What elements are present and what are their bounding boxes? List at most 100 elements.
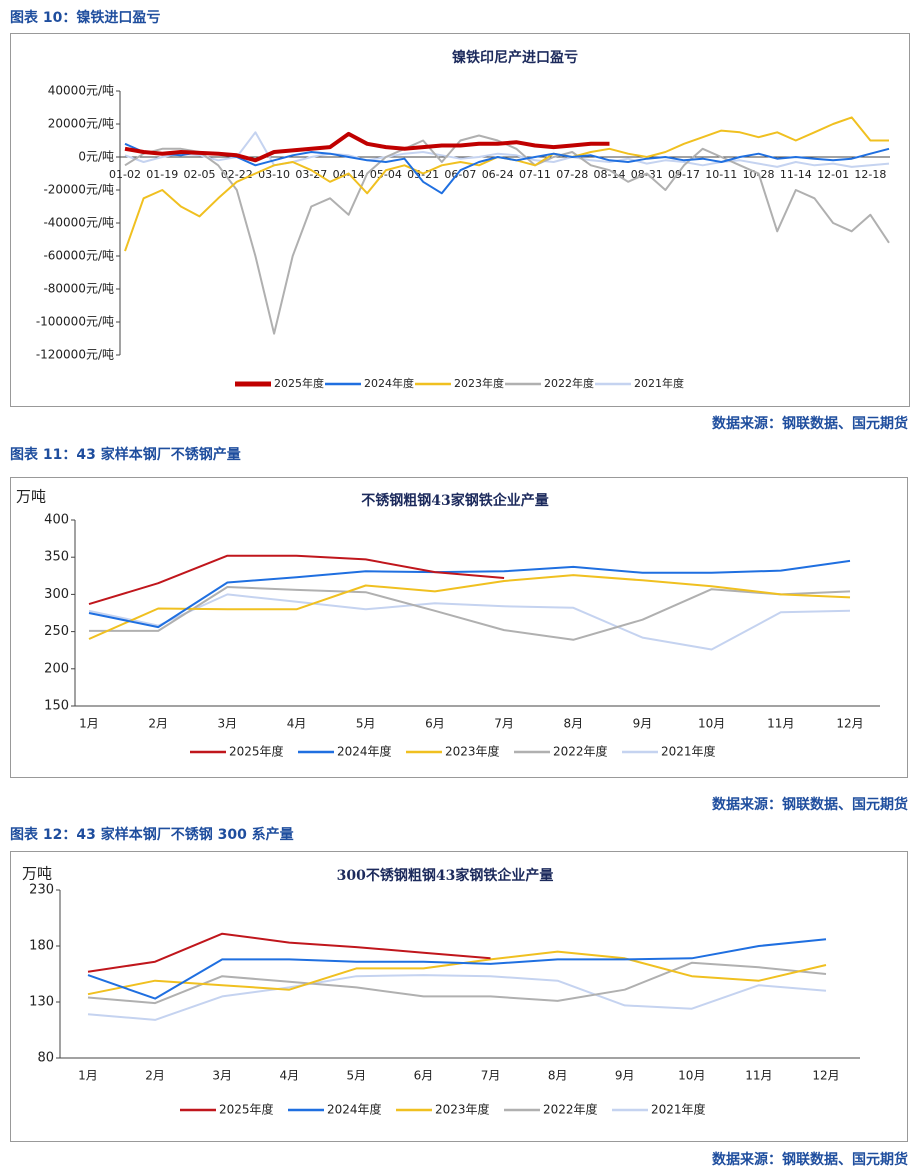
y-tick-label: 20000元/吨 — [48, 117, 114, 131]
data-line — [87, 932, 491, 973]
x-tick-label: 7月 — [494, 717, 514, 731]
x-tick-label: 6月 — [425, 717, 445, 731]
legend-label: 2024年度 — [364, 376, 414, 390]
y-tick-label: 180 — [29, 939, 54, 954]
y-tick-label: 80 — [37, 1051, 54, 1066]
data-line — [87, 974, 827, 1021]
x-tick-label: 6月 — [414, 1069, 434, 1083]
data-line — [124, 142, 890, 195]
x-tick-label: 9月 — [615, 1069, 635, 1083]
x-tick-label: 2月 — [145, 1069, 165, 1083]
data-line — [89, 586, 851, 641]
y-tick-label: 350 — [44, 550, 69, 565]
source: 数据来源：钢联数据、国元期货 — [712, 1151, 908, 1168]
x-tick-label: 12-01 — [817, 168, 849, 181]
legend-label: 2025年度 — [229, 744, 284, 759]
data-line — [88, 554, 505, 606]
x-tick-label: 02-05 — [184, 168, 216, 181]
x-tick-label: 9月 — [633, 717, 653, 731]
x-tick-label: 8月 — [563, 717, 583, 731]
x-tick-label: 06-24 — [482, 168, 514, 181]
legend-label: 2022年度 — [544, 376, 594, 390]
y-tick-label: -120000元/吨 — [36, 348, 114, 362]
legend-label: 2022年度 — [543, 1102, 598, 1117]
legend-label: 2024年度 — [337, 744, 392, 759]
y-tick-label: 150 — [44, 699, 69, 714]
y-tick-label: -100000元/吨 — [36, 315, 114, 329]
x-tick-label: 09-17 — [668, 168, 700, 181]
x-tick-label: 05-04 — [370, 168, 402, 181]
x-tick-label: 07-28 — [556, 168, 588, 181]
data-line — [88, 559, 851, 629]
x-tick-label: 01-02 — [109, 168, 141, 181]
x-tick-label: 3月 — [218, 717, 238, 731]
x-tick-label: 4月 — [279, 1069, 299, 1083]
x-tick-label: 11-14 — [780, 168, 812, 181]
y-tick-label: 40000元/吨 — [48, 84, 114, 98]
legend-label: 2023年度 — [435, 1102, 490, 1117]
data-line — [88, 593, 851, 651]
data-line — [124, 116, 889, 252]
legend-label: 2025年度 — [219, 1102, 274, 1117]
legend-label: 2024年度 — [327, 1102, 382, 1117]
caption: 图表 10：镍铁进口盈亏 — [10, 9, 160, 26]
y-tick-label: 250 — [44, 624, 69, 639]
y-tick-label: -60000元/吨 — [43, 249, 114, 263]
legend-label: 2022年度 — [553, 744, 608, 759]
y-tick-label: -20000元/吨 — [43, 183, 114, 197]
legend-label: 2021年度 — [651, 1102, 706, 1117]
x-tick-label: 5月 — [347, 1069, 367, 1083]
x-tick-label: 2月 — [148, 717, 168, 731]
x-tick-label: 12月 — [812, 1069, 839, 1083]
x-tick-label: 10月 — [698, 717, 725, 731]
x-tick-label: 3月 — [212, 1069, 232, 1083]
data-line — [87, 961, 827, 1005]
x-tick-label: 4月 — [287, 717, 307, 731]
y-tick-label: 300 — [44, 587, 69, 602]
chart-title: 镍铁印尼产进口盈亏 — [452, 49, 578, 66]
caption: 图表 11：43 家样本钢厂不锈钢产量 — [10, 446, 241, 463]
y-tick-label: 0元/吨 — [78, 150, 114, 164]
y-tick-label: -40000元/吨 — [43, 216, 114, 230]
x-tick-label: 06-07 — [444, 168, 476, 181]
x-tick-label: 7月 — [481, 1069, 501, 1083]
x-tick-label: 07-11 — [519, 168, 551, 181]
x-tick-label: 12-18 — [854, 168, 886, 181]
x-tick-label: 5月 — [356, 717, 376, 731]
chart-frame — [10, 33, 910, 407]
legend-label: 2021年度 — [661, 744, 716, 759]
data-line — [88, 574, 851, 640]
x-tick-label: 1月 — [79, 717, 99, 731]
data-line — [87, 938, 827, 1000]
data-line — [124, 131, 610, 163]
source: 数据来源：钢联数据、国元期货 — [712, 796, 908, 813]
x-tick-label: 11月 — [745, 1069, 772, 1083]
y-tick-label: 230 — [29, 883, 54, 898]
x-tick-label: 8月 — [548, 1069, 568, 1083]
x-tick-label: 10月 — [678, 1069, 705, 1083]
x-tick-label: 11月 — [767, 717, 794, 731]
x-tick-label: 10-11 — [705, 168, 737, 181]
caption: 图表 12：43 家样本钢厂不锈钢 300 系产量 — [10, 826, 294, 843]
x-tick-label: 08-14 — [594, 168, 626, 181]
legend-label: 2023年度 — [445, 744, 500, 759]
x-tick-label: 01-19 — [146, 168, 178, 181]
y-tick-label: 200 — [44, 661, 69, 676]
chart-title: 300不锈钢粗钢43家钢铁企业产量 — [337, 867, 554, 884]
y-tick-label: 130 — [29, 995, 54, 1010]
source: 数据来源：钢联数据、国元期货 — [712, 415, 908, 432]
data-line — [87, 950, 827, 996]
y-tick-label: -80000元/吨 — [43, 282, 114, 296]
x-tick-label: 03-10 — [258, 168, 290, 181]
y-tick-label: 400 — [44, 513, 69, 528]
x-tick-label: 12月 — [836, 717, 863, 731]
chart-frame — [10, 477, 908, 778]
x-tick-label: 05-21 — [407, 168, 439, 181]
x-tick-label: 03-27 — [295, 168, 327, 181]
legend-label: 2023年度 — [454, 376, 504, 390]
data-line — [124, 134, 890, 335]
y-axis-label: 万吨 — [16, 488, 46, 506]
data-line — [124, 131, 890, 168]
